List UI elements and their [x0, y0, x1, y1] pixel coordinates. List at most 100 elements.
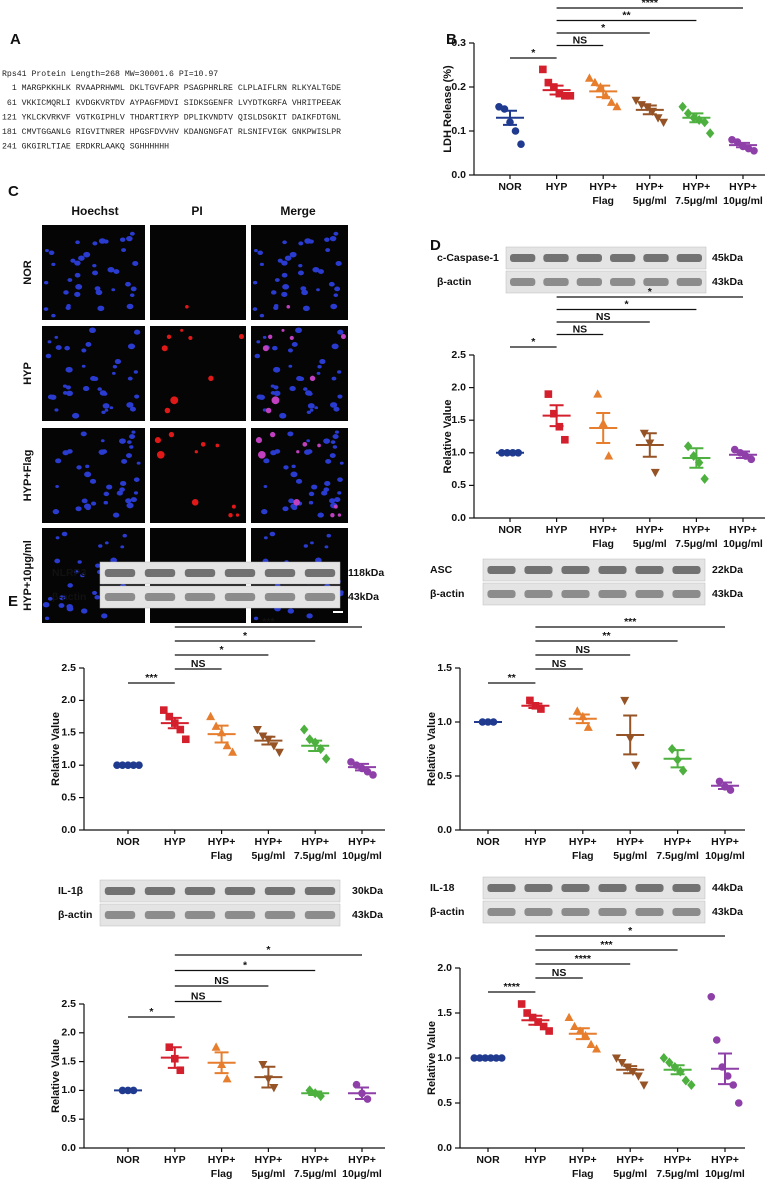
cell-nucleus — [261, 509, 268, 515]
y-tick-label: 0.2 — [451, 81, 466, 93]
data-point — [590, 77, 600, 87]
cell-nucleus — [298, 241, 304, 246]
data-point — [584, 73, 594, 82]
cell-nucleus — [273, 385, 279, 390]
pi-positive-cell — [185, 305, 189, 309]
data-point — [637, 101, 647, 110]
data-point — [734, 1099, 743, 1107]
y-tick-label: 0.0 — [437, 824, 452, 836]
cell-nucleus — [330, 303, 338, 310]
y-tick-label: 0.5 — [61, 791, 76, 803]
y-tick-label: 1.5 — [61, 727, 76, 739]
cell-nucleus — [324, 237, 330, 242]
pi-positive-cell — [166, 334, 172, 339]
blot-size-label: 30kDa — [352, 885, 383, 897]
merged-cell — [286, 305, 291, 309]
blot-strip — [99, 561, 341, 585]
cell-nucleus — [76, 465, 82, 470]
pi-positive-cell — [188, 335, 193, 341]
data-point — [539, 65, 547, 74]
x-tick-label: HYP+ 7.5μg/ml — [675, 524, 718, 550]
blot-protein-label: IL-18 — [430, 882, 455, 894]
cell-nucleus — [101, 410, 106, 414]
cell-nucleus — [323, 438, 331, 444]
blot-protein-label: β-actin — [58, 909, 92, 921]
x-tick-label: HYP+ Flag — [589, 181, 617, 207]
data-point — [517, 1000, 526, 1008]
cell-nucleus — [75, 240, 80, 245]
y-tick-label: 1.0 — [437, 716, 452, 728]
cell-nucleus — [48, 250, 55, 256]
data-point — [274, 748, 284, 758]
data-point — [700, 473, 709, 484]
significance-label: NS — [596, 311, 611, 323]
cell-nucleus — [43, 280, 49, 285]
cell-nucleus — [333, 231, 339, 236]
blot-band — [543, 254, 569, 262]
blot-size-label: 45kDa — [712, 252, 743, 264]
cell-nucleus — [133, 491, 139, 495]
y-tick-label: 1.5 — [437, 1007, 452, 1019]
data-point — [606, 97, 616, 106]
cell-nucleus — [337, 370, 342, 374]
cell-nucleus — [330, 440, 336, 444]
blot-band — [524, 884, 553, 892]
blot-band — [643, 278, 669, 286]
cell-nucleus — [253, 249, 258, 253]
cell-nucleus — [109, 406, 114, 410]
significance-label: NS — [552, 658, 567, 670]
cell-nucleus — [290, 471, 298, 478]
cell-nucleus — [55, 458, 62, 464]
pi-positive-cell — [238, 334, 244, 340]
merged-cell — [302, 442, 308, 447]
blot-band — [224, 911, 256, 919]
data-point — [747, 455, 756, 464]
y-tick-label: 2.0 — [451, 381, 466, 393]
significance-label: * — [624, 298, 629, 310]
cell-nucleus — [66, 606, 74, 612]
blot-strip — [505, 270, 707, 294]
cell-nucleus — [253, 616, 259, 621]
cell-nucleus — [303, 387, 308, 391]
cell-nucleus — [126, 236, 133, 242]
cell-nucleus — [74, 260, 81, 266]
data-point — [631, 96, 641, 105]
blot-band — [598, 908, 627, 916]
blot-band — [510, 278, 536, 286]
sequence-line: 61 VKKICMQRLI KVDGKVRTDV AYPAGFMDVI SIDK… — [2, 99, 341, 108]
x-tick-label: HYP — [546, 524, 568, 536]
cell-nucleus — [130, 497, 137, 503]
sem-bar — [528, 1014, 543, 1026]
row-label: HYP+Flag — [22, 450, 34, 502]
blot-band — [224, 887, 256, 895]
blot-protein-label: IL-1β — [58, 885, 84, 897]
cell-nucleus — [85, 464, 90, 469]
blot-band — [184, 911, 216, 919]
cell-nucleus — [95, 289, 103, 296]
cell-nucleus — [73, 570, 79, 574]
x-tick-label: HYP+ 5μg/ml — [613, 836, 647, 862]
blot-band — [304, 911, 336, 919]
cell-nucleus — [333, 406, 340, 412]
merged-cell — [293, 498, 300, 506]
data-point — [611, 1054, 621, 1063]
cell-nucleus — [58, 603, 65, 608]
sem-bar — [549, 404, 564, 428]
blot-band — [224, 593, 256, 601]
data-point — [537, 705, 545, 713]
y-tick-label: 2.5 — [451, 349, 466, 361]
data-point — [222, 1074, 232, 1083]
data-point — [561, 92, 569, 100]
cell-nucleus — [287, 348, 293, 353]
cell-nucleus — [303, 544, 309, 548]
cell-nucleus — [339, 461, 344, 465]
blot-size-label: 43kDa — [352, 909, 383, 921]
cell-nucleus — [113, 269, 120, 275]
blot-band — [104, 887, 136, 895]
cell-nucleus — [298, 376, 305, 382]
merged-cell — [265, 407, 272, 414]
blot-band — [561, 884, 590, 892]
cell-nucleus — [129, 406, 136, 412]
cell-nucleus — [270, 391, 276, 395]
